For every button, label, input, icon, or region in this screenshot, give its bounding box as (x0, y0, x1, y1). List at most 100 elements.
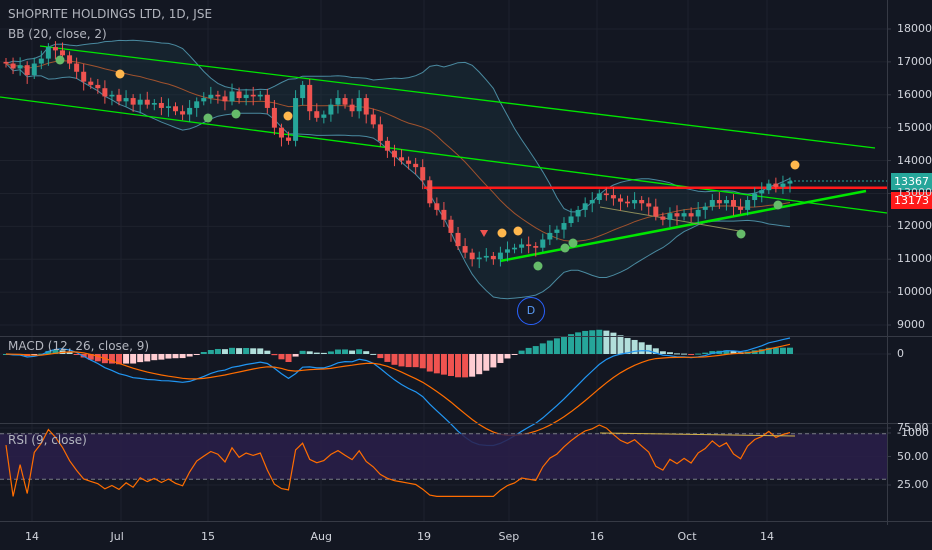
candle-body (208, 94, 214, 99)
trend-line-minor (599, 206, 746, 233)
macd-histogram-bar (130, 354, 137, 364)
time-axis-label: 15 (201, 530, 215, 543)
macd-histogram-bar (645, 344, 652, 354)
dividend-marker[interactable]: D (517, 297, 545, 325)
buy-signal-dot (203, 113, 213, 123)
candle-body (653, 206, 659, 217)
price-axis-label: 10000 (897, 285, 932, 299)
candle-body (469, 252, 475, 260)
sell-signal-dot (790, 160, 800, 170)
candle-body (752, 193, 758, 201)
candle-body (533, 246, 539, 248)
time-axis-label: 19 (417, 530, 431, 543)
macd-histogram-bar (568, 334, 575, 354)
time-axis-label: Oct (677, 530, 697, 543)
candle-body (278, 127, 284, 138)
signal-dots (55, 55, 800, 271)
candle-body (81, 71, 87, 82)
candle-body (24, 65, 30, 76)
candle-body (45, 47, 51, 59)
macd-histogram-bar (214, 348, 221, 354)
upper-channel-line (39, 45, 876, 149)
macd-histogram-bar (723, 350, 730, 354)
rsi-line (5, 424, 791, 497)
candle-body (695, 209, 701, 217)
candle-body (215, 94, 221, 97)
macd-histogram-bar (52, 350, 59, 354)
candle-body (236, 91, 242, 99)
candle-body (667, 213, 673, 220)
candle-body (610, 195, 616, 199)
candle-body (490, 255, 496, 260)
macd-histogram-bar (553, 338, 560, 354)
macd-histogram-bar (236, 348, 243, 354)
buy-signal-dot (560, 243, 570, 253)
macd-histogram-bar (483, 354, 490, 371)
candle-body (229, 91, 235, 102)
macd-histogram-bar (342, 349, 349, 354)
macd-histogram-bar (73, 354, 80, 355)
candle-body (660, 216, 666, 220)
candle-body (617, 198, 623, 202)
candle-body (413, 163, 419, 168)
macd-histogram-bar (412, 354, 419, 368)
macd-histogram-bar (765, 347, 772, 354)
candle-body (625, 201, 631, 204)
candle-body (603, 193, 609, 196)
rsi-axis-label: 25.00 (897, 478, 929, 491)
bb-label[interactable]: BB (20, close, 2) (8, 27, 107, 41)
macd-histogram-bar (532, 346, 539, 354)
sell-arrow (480, 230, 488, 237)
candle-body (384, 140, 390, 151)
macd-histogram-bar (709, 351, 716, 354)
candle-body (441, 209, 447, 220)
candle-body (723, 200, 729, 204)
candle-body (293, 98, 299, 141)
macd-histogram-bar (94, 354, 101, 362)
bollinger-bands (5, 39, 791, 300)
price-axis-label: 11000 (897, 252, 932, 266)
candle-body (60, 50, 66, 56)
macd-histogram-bar (186, 354, 193, 357)
candle-body (632, 200, 638, 204)
time-axis-label: Sep (498, 530, 520, 543)
buy-signal-dot (231, 109, 241, 119)
candle-body (512, 247, 518, 250)
buy-signal-dot (736, 229, 746, 239)
candle-body (363, 98, 369, 115)
candles (3, 41, 793, 269)
macd-label[interactable]: MACD (12, 26, close, 9) (8, 339, 150, 353)
macd-histogram-bar (165, 354, 172, 359)
last-price-badge: 13367 (891, 173, 932, 190)
candle-body (17, 65, 23, 69)
candle-body (144, 99, 150, 105)
rsi-label[interactable]: RSI (9, close) (8, 433, 87, 447)
time-axis-label: 14 (760, 530, 774, 543)
macd-histogram-bar (349, 350, 356, 354)
candle-body (264, 94, 270, 108)
candle-body (130, 98, 136, 105)
macd-histogram-bar (391, 354, 398, 365)
rsi-band-fill (0, 433, 887, 480)
buy-signal-dot (533, 261, 543, 271)
macd-histogram-bar (610, 332, 617, 354)
candle-body (773, 183, 779, 187)
price-axis-label: 13000 (897, 186, 932, 200)
macd-histogram-bar (398, 354, 405, 367)
price-axis-label: 9000 (897, 318, 925, 331)
buy-signal-dot (55, 55, 65, 65)
macd-histogram-bar (229, 347, 236, 354)
candle-body (349, 104, 355, 112)
candle-body (300, 84, 306, 99)
macd-histogram-bar (779, 347, 786, 354)
candle-body (575, 209, 581, 217)
macd-histogram-bar (200, 351, 207, 354)
candle-body (137, 99, 143, 105)
candle-body (67, 55, 73, 64)
sell-signal-dot (497, 228, 507, 238)
macd-histogram-bar (292, 354, 299, 357)
macd-histogram-bar (313, 352, 320, 354)
candle-body (716, 200, 722, 204)
candle-body (222, 96, 228, 102)
